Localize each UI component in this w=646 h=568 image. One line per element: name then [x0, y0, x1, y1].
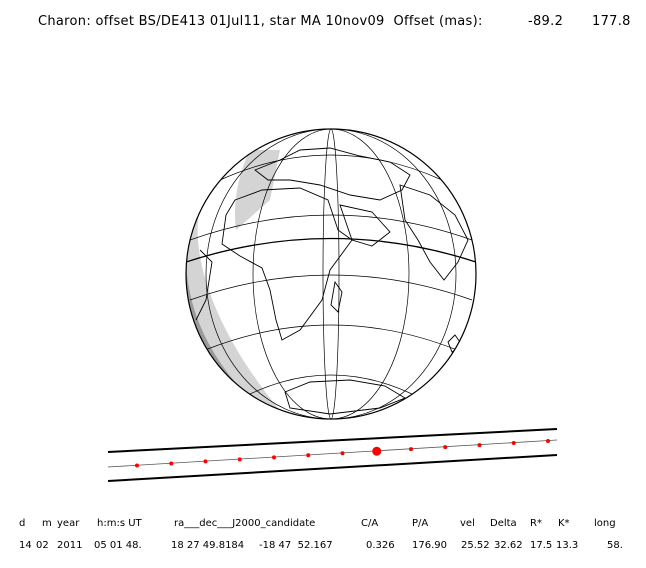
value-ca: 0.326 — [366, 540, 395, 551]
value-pa: 176.90 — [412, 540, 447, 551]
path-dot — [477, 443, 482, 448]
title-text: Charon: offset BS/DE413 01Jul11, star MA… — [38, 14, 483, 29]
occultation-map — [107, 128, 558, 482]
africa-outline — [221, 187, 353, 341]
value-day: 14 — [19, 540, 32, 551]
header-radec: ra___dec___J2000_candidate — [174, 518, 316, 529]
header-pa: P/A — [412, 518, 429, 529]
offset-ra-value: -89.2 — [528, 14, 564, 29]
graticule — [189, 129, 473, 419]
header-long: long — [594, 518, 616, 529]
value-year: 2011 — [57, 540, 83, 551]
value-ra: 18 27 49.8184 — [171, 540, 245, 551]
header-year: year — [57, 518, 80, 529]
antarctica-outline — [284, 379, 407, 415]
closest-approach-dot — [372, 446, 382, 456]
path-dot — [237, 457, 242, 462]
header-delta: Delta — [490, 518, 517, 529]
header-vel: vel — [460, 518, 475, 529]
path-dot — [169, 461, 174, 466]
header-d: d — [19, 518, 26, 529]
continents — [195, 147, 469, 415]
path-dot — [409, 447, 413, 452]
globe — [186, 129, 476, 419]
path-dot — [340, 451, 345, 456]
header-ca: C/A — [361, 518, 379, 529]
path-dot — [272, 455, 276, 460]
path-dot — [306, 453, 311, 458]
header-kstar: K* — [558, 518, 570, 529]
event-table: d m year h:m:s UT ra___dec___J2000_candi… — [0, 510, 646, 568]
path-dot — [135, 463, 139, 468]
twilight-upper — [234, 150, 280, 230]
path-edge-north — [107, 428, 558, 453]
value-dec: -18 47 52.167 — [259, 540, 333, 551]
value-rstar: 17.5 — [530, 540, 553, 551]
value-delta: 32.62 — [494, 540, 523, 551]
globe-outline — [185, 128, 477, 420]
path-dot — [443, 445, 448, 450]
path-dots — [135, 439, 550, 468]
plot-title: Charon: offset BS/DE413 01Jul11, star MA… — [0, 14, 646, 34]
path-dot — [511, 441, 516, 446]
madagascar-outline — [330, 280, 343, 313]
header-rstar: R* — [530, 518, 542, 529]
value-time: 05 01 48. — [94, 540, 142, 551]
asia-outline — [399, 184, 469, 281]
header-time: h:m:s UT — [97, 518, 142, 529]
value-long: 58. — [607, 540, 623, 551]
offset-dec-value: 177.8 — [592, 14, 631, 29]
header-m: m — [42, 518, 52, 529]
equator-line — [186, 237, 476, 263]
value-vel: 25.52 — [461, 540, 490, 551]
path-dot — [203, 459, 208, 464]
path-dot — [546, 439, 550, 443]
path-edge-south — [107, 454, 558, 482]
arabia-outline — [339, 204, 391, 247]
europe-outline — [254, 147, 411, 201]
value-month: 02 — [36, 540, 49, 551]
south-america-outline — [195, 249, 213, 321]
shadow-path — [107, 428, 558, 482]
path-centerline — [107, 439, 558, 468]
value-kstar: 13.3 — [556, 540, 579, 551]
